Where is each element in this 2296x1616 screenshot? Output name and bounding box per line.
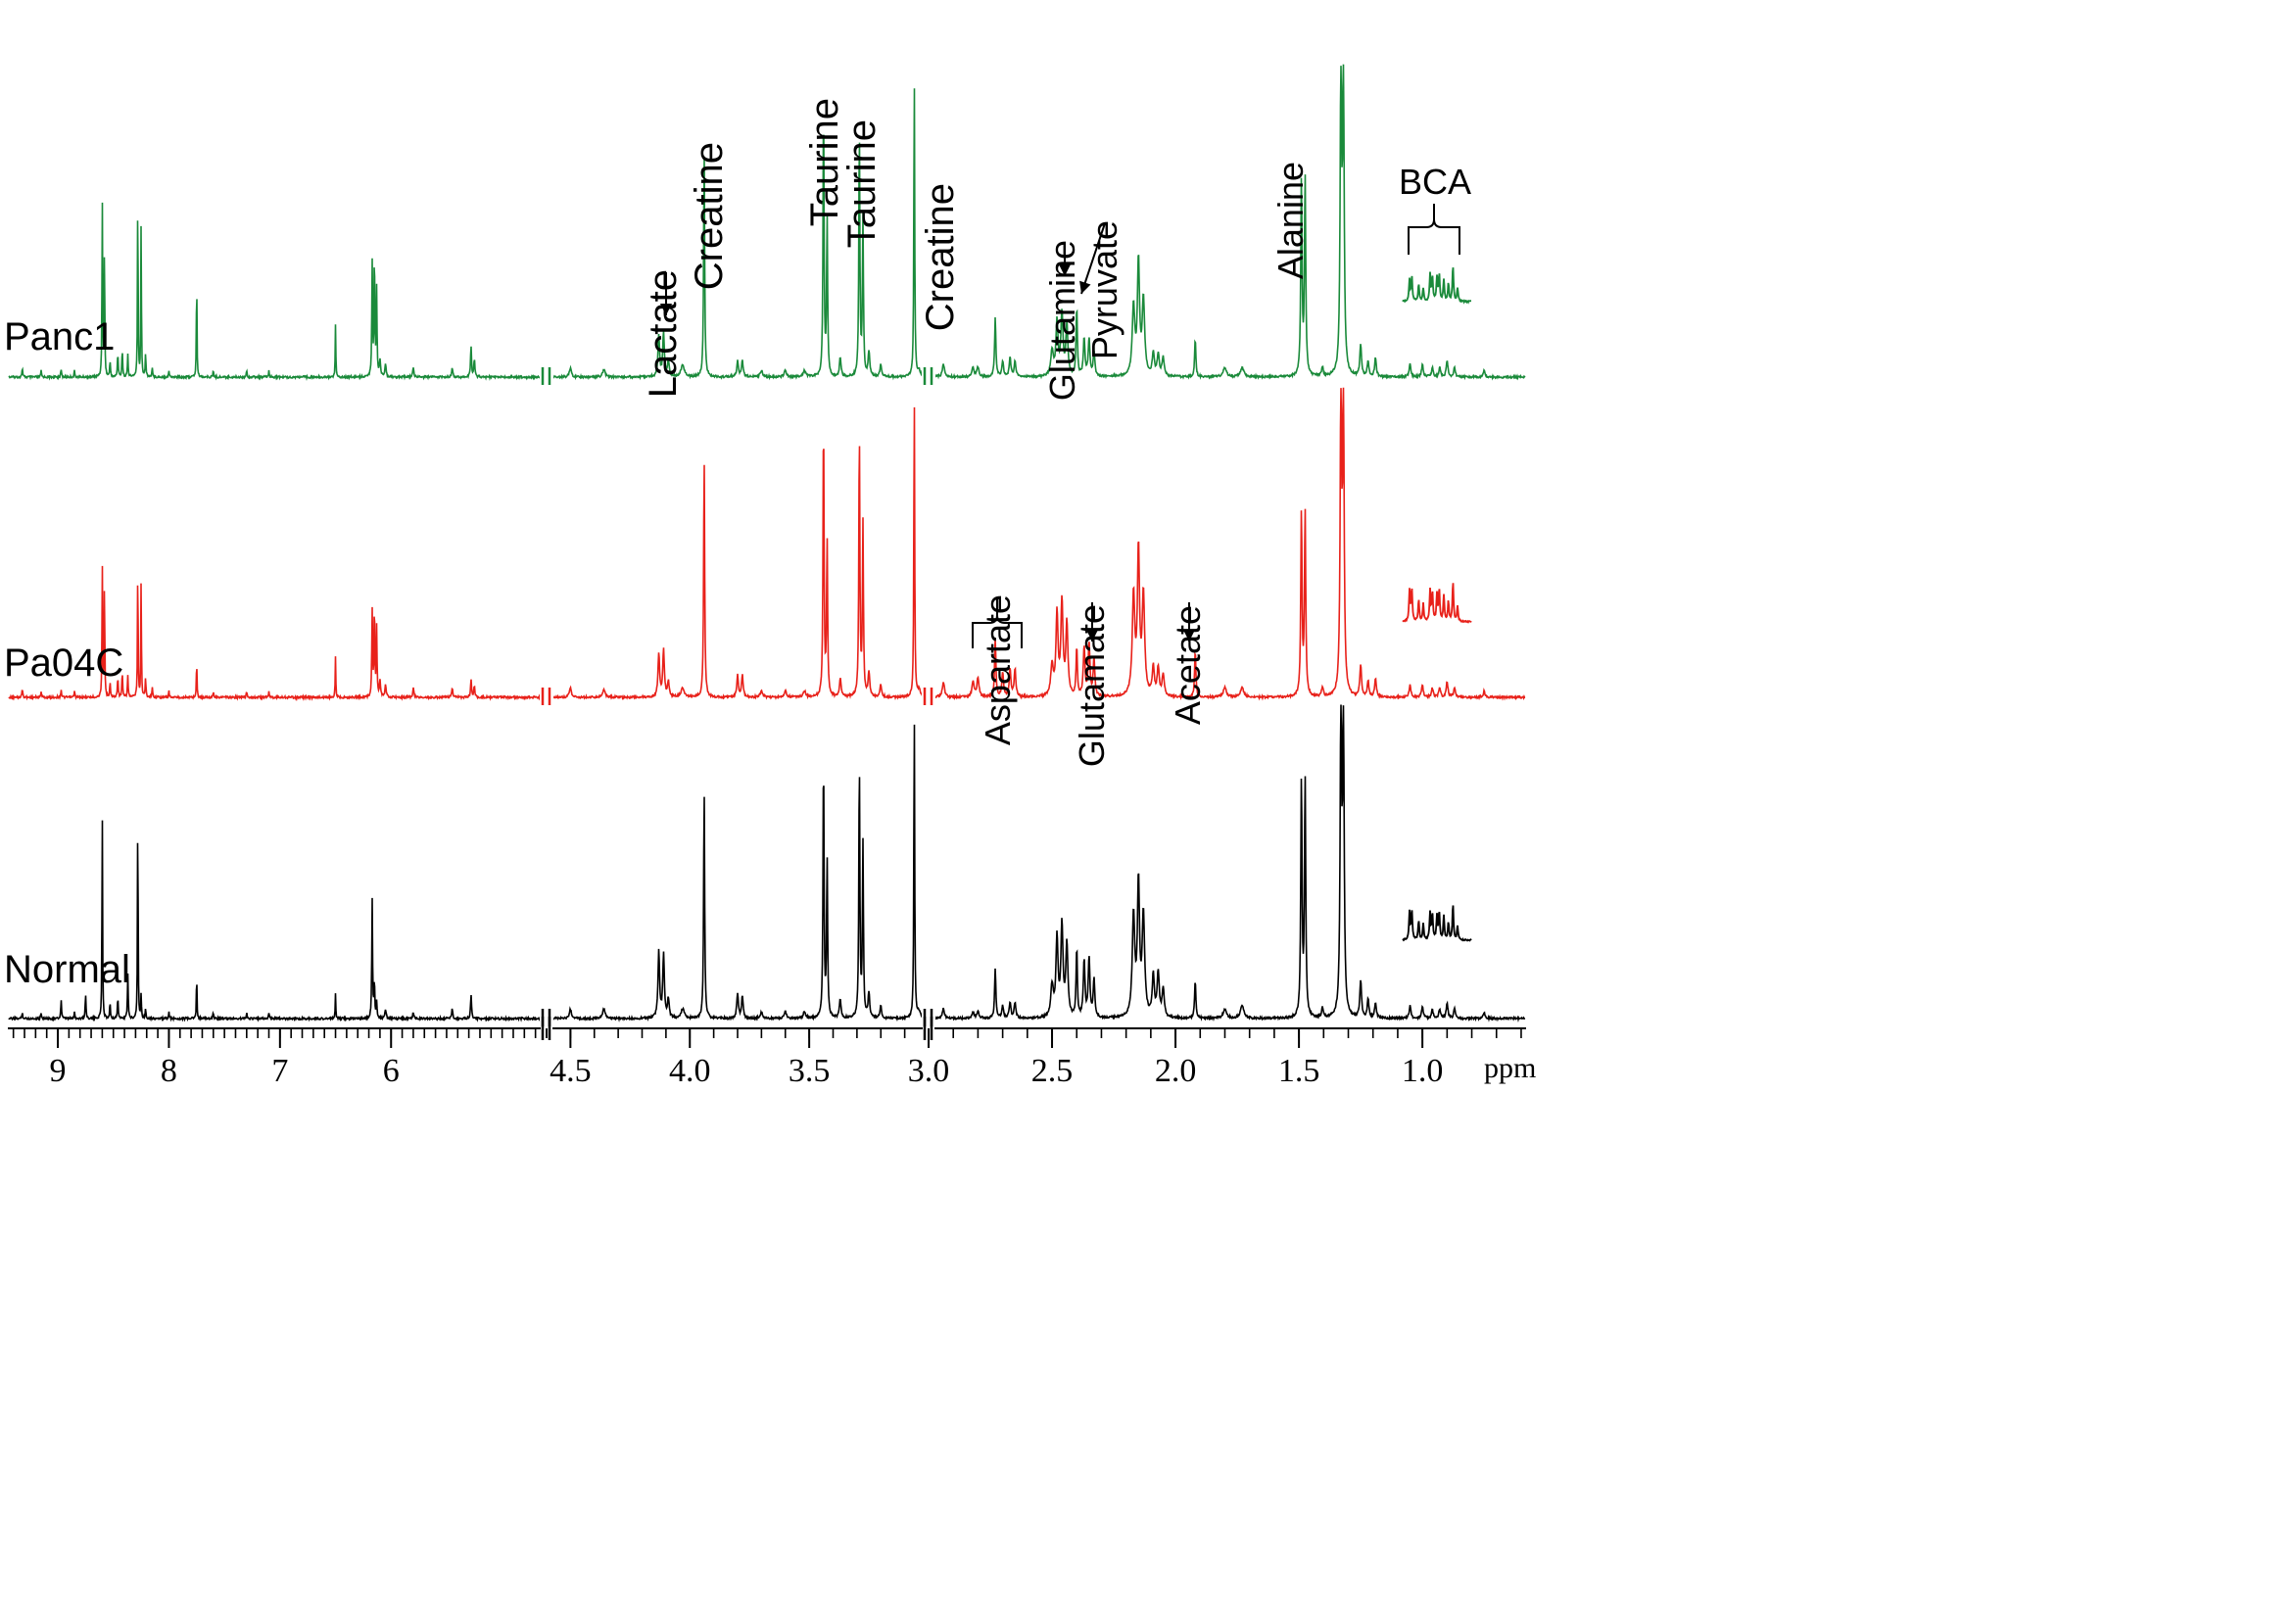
sample-label-normal: Normal — [4, 948, 130, 991]
annotation-arrowhead — [660, 304, 672, 315]
annotation-label: Pyruvate — [1084, 220, 1124, 359]
annotation-alanine: Alanine — [1270, 162, 1311, 279]
x-axis-label: ppm — [1484, 1052, 1536, 1084]
annotation-label: Creatine — [919, 183, 962, 331]
tick-label: 4.0 — [669, 1053, 711, 1089]
sample-label-pa04c: Pa04C — [4, 642, 123, 685]
sample-labels: Panc1 Pa04C Normal — [4, 315, 130, 991]
tick-label: 1.0 — [1402, 1053, 1444, 1089]
annotation-label: Taurine — [840, 119, 884, 248]
tick-label: 1.5 — [1278, 1053, 1320, 1089]
spectrum-trace-pa04c-seg3 — [929, 387, 1526, 701]
spectrum-trace-normal-seg3 — [929, 704, 1526, 1022]
annotation-label: Alanine — [1270, 162, 1311, 279]
annotation-glutamate: Glutamate — [1072, 602, 1112, 767]
annotation-label: Taurine — [803, 98, 846, 226]
bca-inset-normal — [1402, 905, 1472, 942]
x-axis: 9 8 7 6 4.5 4.0 3.5 3.0 2.5 2.0 1.5 1.0 ppm — [8, 1017, 1536, 1089]
annotation-label: Lactate — [642, 269, 685, 398]
annotation-arrowhead — [1183, 630, 1195, 642]
annotation-taurine: Taurine — [803, 98, 846, 226]
tick-label: 6 — [383, 1053, 400, 1089]
tick-label: 3.0 — [908, 1053, 950, 1089]
annotation-arrow-line — [1080, 222, 1106, 295]
spectrum-trace-panc1-seg2 — [547, 88, 929, 381]
bca-inset-panc1 — [1402, 266, 1471, 305]
spectrum-trace-normal-seg1 — [8, 820, 547, 1022]
spectrum-panc1 — [8, 64, 1526, 385]
annotation-bracket — [972, 599, 1023, 648]
tick-label: 9 — [50, 1053, 67, 1089]
annotation-taurine: Taurine — [840, 119, 884, 248]
tick-label: 2.5 — [1031, 1053, 1074, 1089]
tick-label: 8 — [161, 1053, 177, 1089]
annotation-lactate: Lactate — [642, 269, 685, 398]
annotation-pyruvate: Pyruvate — [1079, 220, 1124, 359]
bca-inset-pa04c — [1402, 583, 1472, 624]
tick-label: 2.0 — [1155, 1053, 1197, 1089]
spectra-layer — [8, 64, 1526, 1026]
sample-label-panc1: Panc1 — [4, 315, 115, 358]
tick-label: 7 — [271, 1053, 288, 1089]
annotation-arrowhead — [1079, 280, 1091, 294]
annotation-acetate: Acetate — [1168, 602, 1208, 725]
tick-label: 3.5 — [789, 1053, 831, 1089]
spectrum-trace-normal-seg2 — [547, 724, 929, 1022]
spectrum-trace-panc1-seg1 — [8, 202, 547, 382]
annotation-bracket — [1408, 204, 1460, 255]
annotation-arrowhead — [1086, 630, 1098, 642]
annotation-glutamine: Glutamine — [1042, 240, 1082, 401]
annotation-bca: BCA — [1399, 162, 1471, 255]
tick-label: 4.5 — [550, 1053, 592, 1089]
spectrum-trace-panc1-seg3 — [929, 64, 1526, 381]
annotation-label: BCA — [1399, 162, 1471, 202]
spectrum-pa04c — [8, 387, 1526, 705]
annotation-arrowhead — [1059, 264, 1071, 276]
annotation-creatine: Creatine — [688, 142, 731, 290]
spectrum-normal — [8, 704, 1526, 1026]
annotation-creatine: Creatine — [919, 183, 962, 331]
annotation-label: Glutamine — [1042, 240, 1082, 401]
spectrum-trace-pa04c-seg2 — [547, 406, 929, 701]
annotation-label: Acetate — [1168, 605, 1208, 725]
annotation-label: Creatine — [688, 142, 731, 290]
spectrum-trace-pa04c-seg1 — [8, 565, 547, 702]
annotation-aspartate: Aspartate — [972, 594, 1023, 745]
